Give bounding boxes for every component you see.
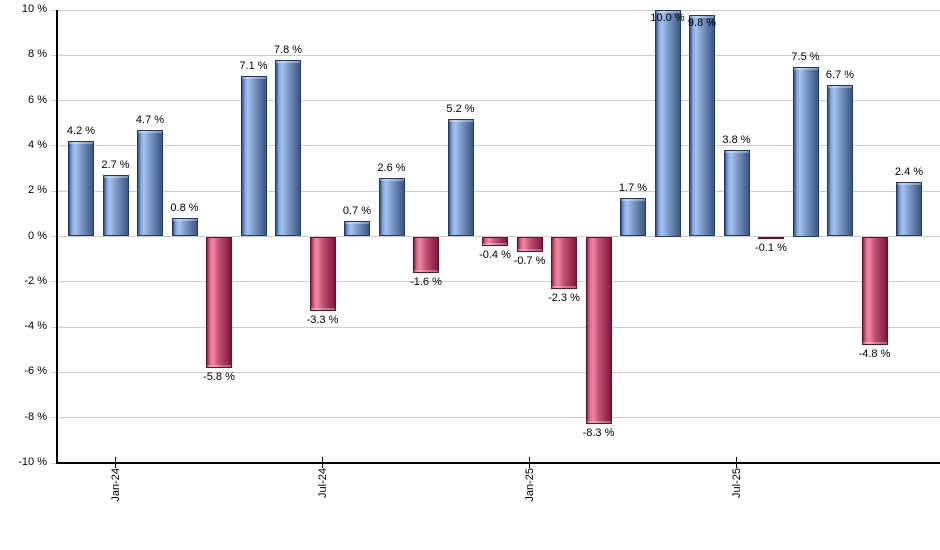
bar-Jun-24[interactable] [275, 59, 301, 237]
bar-value-label-Oct-24: -1.6 % [410, 275, 442, 288]
bar-value-label-Jul-25: 3.8 % [722, 134, 751, 147]
gridline-6% [51, 100, 940, 102]
bar-value-label-Sep-25: 7.5 % [791, 50, 820, 63]
bar-value-label-Feb-25: -2.3 % [548, 291, 580, 304]
bar-value-label-Apr-24: -5.8 % [203, 370, 235, 383]
y-axis-tick-label: 8 % [28, 48, 47, 61]
gridline--8% [51, 417, 940, 419]
y-axis-tick-label: 0 % [28, 229, 47, 242]
bar-Dec-24[interactable] [482, 236, 508, 246]
bar-Apr-24[interactable] [206, 236, 232, 368]
bar-value-label-Jan-24: 2.7 % [101, 159, 130, 172]
gridline-4% [51, 145, 940, 147]
bar-value-label-Dec-25: 2.4 % [894, 166, 924, 179]
bar-Nov-25[interactable] [861, 236, 888, 346]
bar-Nov-24[interactable] [447, 118, 474, 237]
x-axis-tick-Jan-25 [529, 457, 530, 468]
x-axis-tick-Jul-25 [736, 457, 737, 468]
bar-value-label-May-24: 7.1 % [239, 59, 268, 72]
y-axis-tick-label: -10 % [18, 456, 47, 468]
gridline-2% [51, 190, 940, 192]
bar-value-label-Aug-24: 0.7 % [342, 204, 372, 217]
gridline-10% [51, 9, 940, 11]
bar-value-label-Feb-24: 4.7 % [135, 114, 165, 127]
bar-value-label-Dec-23: 4.2 % [66, 125, 96, 138]
bar-Mar-24[interactable] [171, 218, 198, 237]
bar-value-label-Apr-25: 1.7 % [618, 181, 648, 194]
bar-value-label-Jun-24: 7.8 % [273, 43, 303, 56]
bar-Dec-25[interactable] [896, 182, 922, 237]
y-axis-tick-label: 6 % [28, 93, 47, 106]
bar-value-label-Nov-24: 5.2 % [446, 102, 475, 115]
bar-Jul-25[interactable] [723, 150, 750, 237]
bar-Jan-25[interactable] [516, 236, 543, 253]
bar-value-label-Oct-25: 6.7 % [825, 68, 855, 81]
bar-Mar-25[interactable] [585, 236, 612, 425]
bar-Dec-23[interactable] [68, 141, 94, 237]
bar-Feb-25[interactable] [551, 236, 577, 289]
bar-Sep-24[interactable] [378, 177, 405, 237]
bar-May-25[interactable] [654, 10, 681, 237]
y-axis-tick-label: -4 % [24, 320, 47, 333]
bar-value-label-Aug-25: -0.1 % [755, 241, 787, 254]
bar-value-label-Jul-24: -3.3 % [306, 314, 339, 327]
x-axis-tick-label-Jul-24: Jul-24 [316, 468, 329, 498]
bar-value-label-Mar-25: -8.3 % [582, 427, 615, 440]
bar-Oct-24[interactable] [413, 236, 439, 273]
gridline--6% [51, 371, 940, 373]
y-axis-tick-label: 10 % [21, 3, 47, 15]
bar-Oct-25[interactable] [827, 84, 853, 237]
bar-Feb-24[interactable] [137, 130, 163, 237]
bar-value-label-May-25: 10.0 % [650, 12, 685, 24]
bar-Apr-25[interactable] [620, 197, 646, 237]
x-axis-tick-label-Jan-25: Jan-25 [523, 468, 536, 502]
x-axis-tick-label-Jul-25: Jul-25 [730, 468, 743, 498]
bar-value-label-Jun-25: 9.8 % [687, 16, 717, 29]
bar-Aug-24[interactable] [344, 220, 370, 237]
y-axis-tick-label: -8 % [24, 410, 47, 423]
y-axis-tick-label: 4 % [28, 138, 47, 151]
y-axis-tick-label: -2 % [24, 274, 47, 287]
gridline-8% [51, 54, 940, 56]
bar-value-label-Jan-25: -0.7 % [513, 255, 546, 268]
bar-Aug-25[interactable] [758, 236, 784, 239]
x-axis-tick-label-Jan-24: Jan-24 [109, 468, 122, 502]
x-axis-tick-Jan-24 [115, 457, 116, 468]
bar-value-label-Mar-24: 0.8 % [170, 202, 199, 215]
x-axis-line [56, 462, 940, 464]
bar-value-label-Nov-25: -4.8 % [858, 348, 891, 361]
bar-May-24[interactable] [240, 75, 267, 237]
bar-Jul-24[interactable] [309, 236, 336, 312]
y-axis-line [56, 10, 58, 464]
gridline--4% [51, 326, 940, 328]
bar-Jan-24[interactable] [102, 175, 129, 237]
bar-Jun-25[interactable] [689, 14, 715, 237]
y-axis-tick-label: 2 % [28, 184, 47, 197]
x-axis-tick-Jul-24 [322, 457, 323, 468]
bar-Sep-25[interactable] [792, 66, 819, 237]
bar-value-label-Dec-24: -0.4 % [479, 248, 511, 261]
y-axis-tick-label: -6 % [24, 365, 47, 378]
bar-value-label-Sep-24: 2.6 % [377, 161, 406, 174]
gridline--2% [51, 281, 940, 283]
